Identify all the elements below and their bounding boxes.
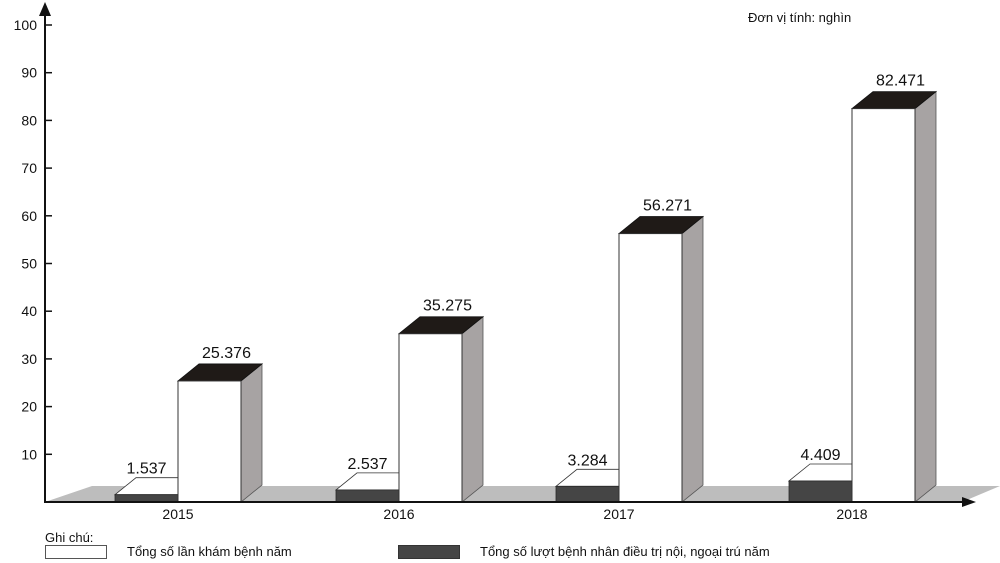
legend-swatch-white <box>45 544 107 559</box>
bar-small <box>555 485 620 503</box>
legend-title: Ghi chú: <box>45 530 94 545</box>
y-tick-label: 80 <box>21 112 37 128</box>
y-tick-label: 60 <box>21 208 37 224</box>
bar-big <box>851 108 916 503</box>
x-axis-arrow <box>962 497 976 507</box>
legend-item-total-visits: Tổng số lần khám bệnh năm <box>45 544 292 559</box>
bar-small <box>788 480 853 503</box>
bar-big-side <box>681 215 704 503</box>
value-label-patients: 4.409 <box>800 447 840 464</box>
y-tick-label: 10 <box>21 446 37 462</box>
value-label-visits: 56.271 <box>643 198 692 215</box>
legend-item-patients: Tổng số lượt bệnh nhân điều trị nội, ngo… <box>398 544 770 559</box>
y-tick-label: 40 <box>21 303 37 319</box>
bar-big <box>398 333 463 503</box>
bar-small <box>335 489 400 503</box>
y-tick-label: 70 <box>21 160 37 176</box>
y-tick-label: 50 <box>21 256 37 272</box>
value-label-visits: 82.471 <box>876 73 925 90</box>
bar-big-side <box>240 363 263 503</box>
y-tick-label: 90 <box>21 65 37 81</box>
value-label-visits: 35.275 <box>423 298 472 315</box>
bar-big-side <box>914 90 937 503</box>
y-axis-arrow <box>39 2 51 16</box>
legend-label-patients: Tổng số lượt bệnh nhân điều trị nội, ngo… <box>480 544 770 559</box>
unit-note: Đơn vị tính: nghìn <box>748 10 851 25</box>
y-tick-label: 30 <box>21 351 37 367</box>
legend-swatch-dark <box>398 544 460 559</box>
x-tick-label: 2015 <box>162 506 193 522</box>
bar-small <box>114 494 179 503</box>
value-label-patients: 2.537 <box>347 456 387 473</box>
value-label-patients: 3.284 <box>567 452 607 469</box>
chart-floor <box>45 486 1000 502</box>
value-label-visits: 25.376 <box>202 345 251 362</box>
value-label-patients: 1.537 <box>126 461 166 478</box>
bar-big <box>618 233 683 503</box>
x-tick-label: 2016 <box>383 506 414 522</box>
y-tick-label: 20 <box>21 399 37 415</box>
y-tick-label: 100 <box>14 17 38 33</box>
bar-big <box>177 380 242 503</box>
x-tick-label: 2017 <box>603 506 634 522</box>
legend-label-total-visits: Tổng số lần khám bệnh năm <box>127 544 292 559</box>
bar-big-side <box>461 315 484 503</box>
x-tick-label: 2018 <box>836 506 867 522</box>
